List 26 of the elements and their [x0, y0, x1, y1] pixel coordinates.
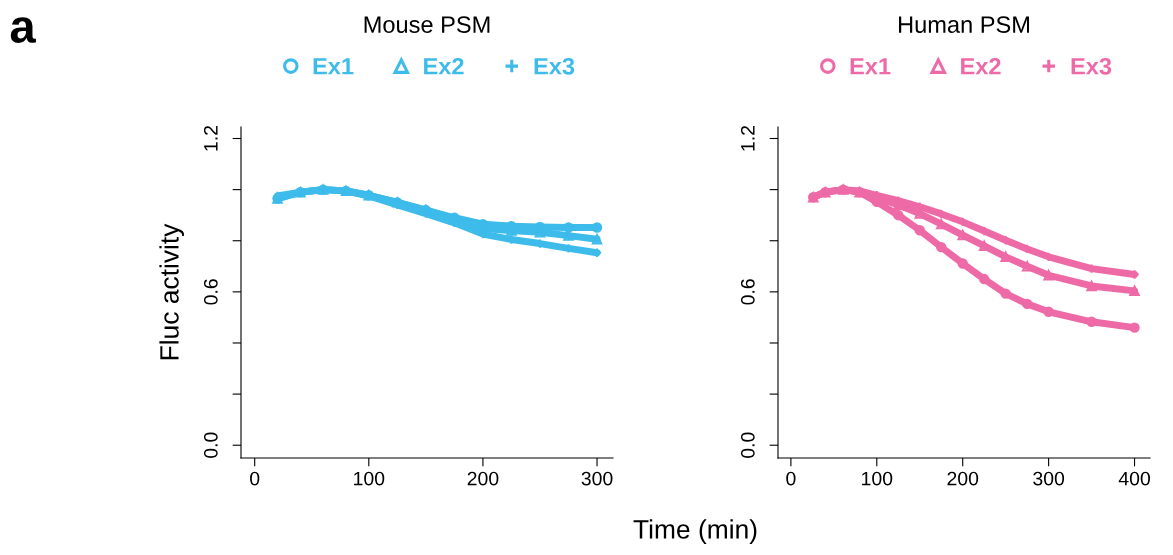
y-tick-label: 1.2: [740, 125, 755, 151]
y-tick-label: 0.0: [740, 432, 755, 458]
text: a: [10, 17, 36, 44]
y-tick-label: 0.6: [203, 279, 218, 305]
x-tick-label: 0: [786, 471, 796, 486]
chart-title: Human PSM: [899, 16, 1029, 33]
x-tick-label: 400: [1118, 471, 1150, 486]
x-tick-label: 300: [581, 471, 613, 486]
x-axis-title: Time (min): [633, 519, 757, 544]
legend-label: Ex2: [424, 57, 464, 75]
legend-label: Ex2: [961, 57, 1001, 75]
y-tick-label: 0.0: [203, 432, 218, 458]
x-tick-label: 0: [250, 471, 260, 486]
legend-label: Ex3: [1071, 57, 1112, 75]
x-tick-label: 200: [467, 471, 499, 486]
x-tick-label: 100: [354, 471, 385, 486]
x-tick-label: 200: [947, 471, 979, 486]
chart-title: Mouse PSM: [364, 16, 490, 33]
x-tick-label: 300: [1033, 471, 1065, 486]
legend-label: Ex3: [534, 57, 575, 75]
y-axis-title: Fluc activity: [159, 223, 184, 360]
legend-label: Ex1: [313, 58, 354, 75]
x-tick-label: 100: [862, 471, 893, 486]
legend-label: Ex1: [850, 58, 891, 75]
y-tick-label: 0.6: [740, 279, 755, 305]
y-tick-label: 1.2: [203, 125, 218, 151]
